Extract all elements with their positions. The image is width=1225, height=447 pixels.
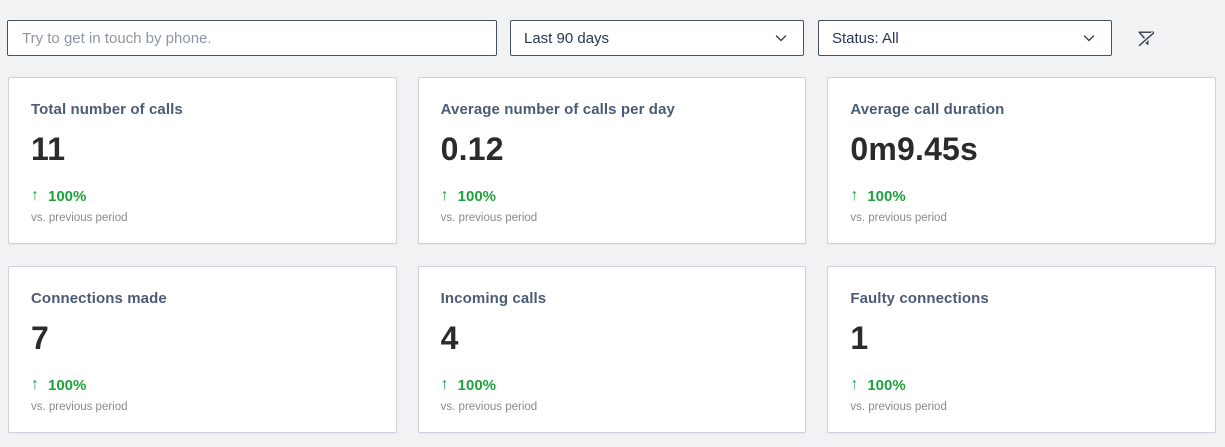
change-percent: 100% <box>867 376 906 394</box>
clear-filters-button[interactable] <box>1131 23 1161 53</box>
card-change: ↑ 100% <box>850 376 1193 394</box>
arrow-up-icon: ↑ <box>850 376 859 393</box>
card-value: 0.12 <box>440 131 504 167</box>
status-value: Status: All <box>832 29 899 47</box>
card-title: Connections made <box>31 290 167 307</box>
arrow-up-icon: ↑ <box>440 376 449 393</box>
chevron-down-icon <box>773 30 789 46</box>
stat-card-connections-made: Connections made 7 ↑ 100% vs. previous p… <box>8 266 397 433</box>
filter-off-icon <box>1136 28 1157 49</box>
card-change: ↑ 100% <box>441 187 784 205</box>
card-value: 1 <box>850 320 869 356</box>
stat-card-incoming-calls: Incoming calls 4 ↑ 100% vs. previous per… <box>417 266 807 433</box>
arrow-up-icon: ↑ <box>31 187 39 204</box>
search-input[interactable] <box>7 20 497 56</box>
chevron-down-icon <box>1081 30 1097 46</box>
card-value: 4 <box>440 320 459 356</box>
comparison-label: vs. previous period <box>850 212 947 224</box>
card-change: ↑ 100% <box>850 187 1193 205</box>
arrow-up-icon: ↑ <box>440 187 449 204</box>
change-percent: 100% <box>48 376 87 394</box>
change-percent: 100% <box>457 376 497 394</box>
card-title: Average number of calls per day <box>440 101 675 118</box>
stats-grid: Total number of calls 11 ↑ 100% vs. prev… <box>0 56 1225 433</box>
change-percent: 100% <box>867 187 906 205</box>
comparison-label: vs. previous period <box>440 401 538 413</box>
date-range-dropdown[interactable]: Last 90 days <box>510 20 804 56</box>
stat-card-total-calls: Total number of calls 11 ↑ 100% vs. prev… <box>8 77 397 244</box>
comparison-label: vs. previous period <box>31 401 128 413</box>
filter-bar: Last 90 days Status: All <box>0 0 1225 56</box>
stat-card-avg-calls-per-day: Average number of calls per day 0.12 ↑ 1… <box>417 77 807 244</box>
date-range-value: Last 90 days <box>524 29 610 47</box>
status-dropdown[interactable]: Status: All <box>818 20 1112 56</box>
change-percent: 100% <box>457 187 497 205</box>
card-title: Faulty connections <box>850 290 989 307</box>
stat-card-faulty-connections: Faulty connections 1 ↑ 100% vs. previous… <box>827 266 1216 433</box>
comparison-label: vs. previous period <box>850 401 947 413</box>
card-title: Total number of calls <box>31 101 183 118</box>
card-change: ↑ 100% <box>31 376 374 394</box>
stat-card-avg-call-duration: Average call duration 0m9.45s ↑ 100% vs.… <box>827 77 1216 244</box>
comparison-label: vs. previous period <box>440 212 538 224</box>
card-value: 11 <box>31 131 66 167</box>
card-change: ↑ 100% <box>31 187 374 205</box>
card-title: Average call duration <box>850 101 1005 118</box>
change-percent: 100% <box>48 187 87 205</box>
card-title: Incoming calls <box>440 290 547 307</box>
arrow-up-icon: ↑ <box>850 187 859 204</box>
arrow-up-icon: ↑ <box>31 376 39 393</box>
card-value: 7 <box>31 320 49 356</box>
card-change: ↑ 100% <box>441 376 784 394</box>
card-value: 0m9.45s <box>850 131 979 167</box>
comparison-label: vs. previous period <box>31 212 128 224</box>
